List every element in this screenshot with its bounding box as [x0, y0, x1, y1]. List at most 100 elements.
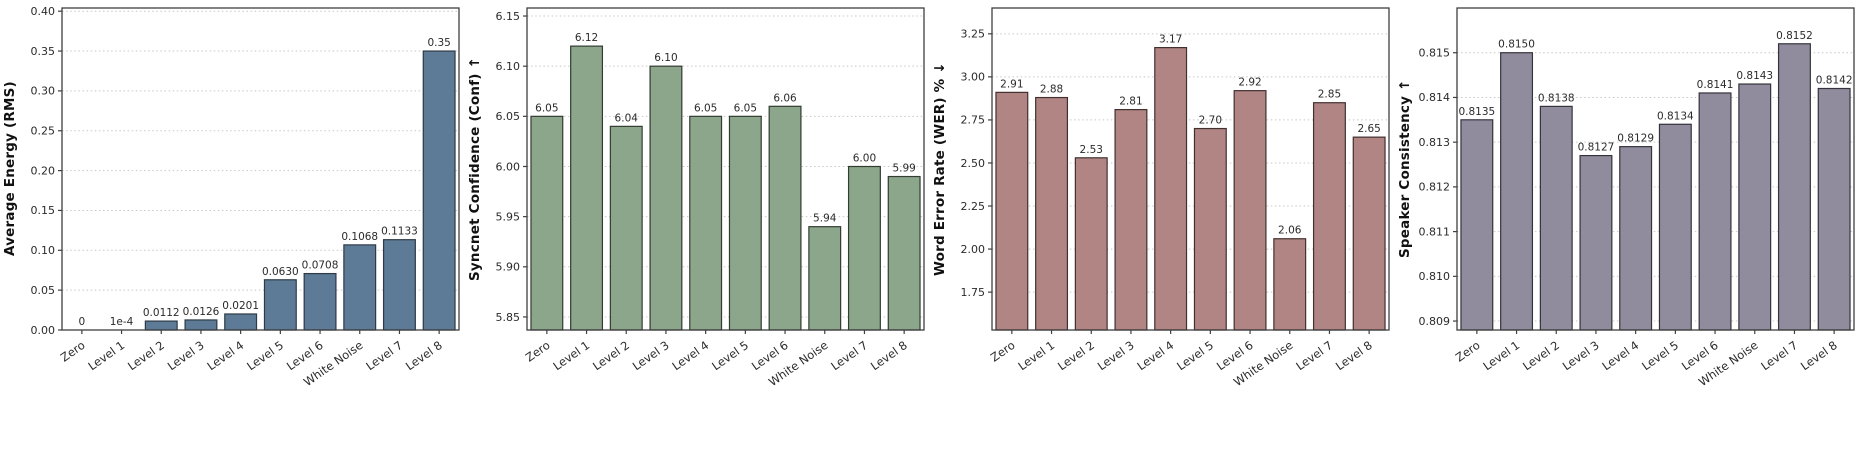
bar-white-noise [343, 244, 377, 331]
bar-value-label: 0.0201 [222, 300, 259, 312]
bar-chart-syncnet-confidence: 6.05 6.12 6.04 6.10 6.05 6.05 6.06 5.94 6.00 5.99… [496, 7, 925, 389]
y-tick-label: 0.25 [31, 125, 56, 138]
x-tick-label: Level 1 [85, 338, 127, 373]
x-tick-label: Level 2 [125, 338, 167, 373]
bar-value-label: 6.00 [853, 152, 876, 164]
chart-panel-average-energy: Average Energy (RMS) 0 1e-4 0.0112 0.0126 0.… [0, 0, 465, 455]
y-tick-label: 6.00 [496, 160, 521, 173]
bar-level-8 [887, 175, 921, 331]
x-tick-label: Zero [1453, 338, 1483, 365]
bar-level-8 [1817, 87, 1851, 331]
bar-value-label: 0.0630 [262, 266, 299, 278]
bar-value-label: 2.92 [1238, 77, 1261, 89]
x-tick-label: Level 7 [363, 338, 405, 373]
bar-value-label: 2.53 [1080, 144, 1103, 156]
x-tick-label: Level 1 [1480, 338, 1522, 373]
x-tick-label: Level 3 [1095, 338, 1137, 373]
y-tick-label: 0.35 [31, 45, 56, 58]
bar-level-1 [1035, 96, 1069, 331]
bar-value-label: 3.17 [1159, 34, 1182, 46]
y-tick-label: 6.10 [496, 60, 521, 73]
x-tick-label: Level 5 [1639, 338, 1681, 373]
y-tick-label: 0.814 [1419, 91, 1451, 104]
y-tick-label: 0.813 [1419, 136, 1451, 149]
bar-value-label: 0 [79, 316, 86, 328]
bar-level-5 [728, 115, 762, 331]
bar-value-label: 0.1068 [341, 231, 378, 243]
bar-value-label: 0.8143 [1736, 70, 1773, 82]
y-tick-label: 3.00 [961, 71, 986, 84]
x-tick-label: Level 2 [1520, 338, 1562, 373]
x-tick-label: Level 8 [868, 338, 910, 373]
bar-value-label: 2.65 [1357, 123, 1380, 135]
bar-value-label: 0.8135 [1458, 106, 1495, 118]
x-tick-label: Zero [988, 338, 1018, 365]
y-tick-label: 0.05 [31, 284, 56, 297]
bar-level-3 [1114, 108, 1148, 331]
y-tick-label: 0.810 [1419, 270, 1451, 283]
bar-level-3 [1579, 154, 1613, 331]
bar-level-3 [184, 319, 218, 331]
x-tick-label: Level 8 [1798, 338, 1840, 373]
bar-level-5 [263, 279, 297, 331]
y-tick-label: 0.20 [31, 164, 56, 177]
bar-level-7 [1312, 102, 1346, 331]
x-tick-label: Zero [58, 338, 88, 365]
bar-value-label: 6.04 [615, 112, 639, 124]
y-tick-label: 5.95 [496, 210, 521, 223]
bar-zero [1460, 119, 1494, 331]
y-tick-label: 2.25 [961, 200, 986, 213]
bar-value-label: 2.85 [1318, 89, 1341, 101]
bar-value-label: 1e-4 [110, 316, 134, 328]
y-tick-label: 0.809 [1419, 315, 1451, 328]
x-tick-label: Level 3 [630, 338, 672, 373]
axes-box [1456, 7, 1855, 331]
y-tick-label: 0.30 [31, 85, 56, 98]
bar-value-label: 0.0126 [183, 306, 220, 318]
chart-panel-speaker-consistency: Speaker Consistency ↑ 0.8135 0.8150 0.8138… [1395, 0, 1860, 455]
chart-panel-word-error-rate: Word Error Rate (WER) % ↓ 2.91 2.88 2.53 2.… [930, 0, 1395, 455]
bar-value-label: 0.35 [427, 37, 450, 49]
x-tick-label: Level 1 [1015, 338, 1057, 373]
bar-value-label: 0.8134 [1657, 110, 1694, 122]
y-tick-label: 2.75 [961, 114, 986, 127]
bar-value-label: 5.94 [813, 213, 837, 225]
y-tick-label: 3.25 [961, 28, 986, 41]
y-tick-label: 1.75 [961, 286, 986, 299]
bar-value-label: 6.05 [694, 102, 717, 114]
bar-level-8 [422, 50, 456, 331]
x-tick-label: Level 4 [669, 338, 711, 373]
y-tick-label: 0.00 [31, 324, 56, 337]
bar-white-noise [1738, 83, 1772, 331]
bar-value-label: 2.06 [1278, 225, 1302, 237]
bar-value-label: 2.81 [1119, 96, 1142, 108]
bar-level-2 [609, 125, 643, 331]
y-tick-label: 0.811 [1419, 225, 1451, 238]
bar-value-label: 2.70 [1199, 115, 1222, 127]
y-tick-label: 5.90 [496, 261, 521, 274]
x-tick-label: Level 4 [204, 338, 246, 373]
bar-value-label: 0.8150 [1498, 39, 1535, 51]
bar-level-6 [1698, 92, 1732, 331]
x-tick-label: Level 3 [165, 338, 207, 373]
bar-level-4 [1619, 146, 1653, 331]
axes-box [61, 7, 460, 331]
x-tick-label: Level 5 [1174, 338, 1216, 373]
bar-value-label: 0.8142 [1816, 75, 1853, 87]
bar-level-6 [768, 105, 802, 331]
y-tick-label: 2.50 [961, 157, 986, 170]
bar-value-label: 6.06 [773, 92, 797, 104]
bar-level-2 [1074, 157, 1108, 331]
bar-level-2 [1539, 105, 1573, 331]
x-tick-label: Level 5 [709, 338, 751, 373]
bar-level-6 [1233, 90, 1267, 331]
bar-value-label: 6.10 [654, 52, 677, 64]
y-tick-label: 0.812 [1419, 181, 1451, 194]
bar-value-label: 0.0112 [143, 307, 180, 319]
bar-level-7 [1777, 43, 1811, 331]
bar-level-7 [847, 165, 881, 331]
bar-white-noise [808, 226, 842, 331]
x-tick-label: Level 5 [244, 338, 286, 373]
